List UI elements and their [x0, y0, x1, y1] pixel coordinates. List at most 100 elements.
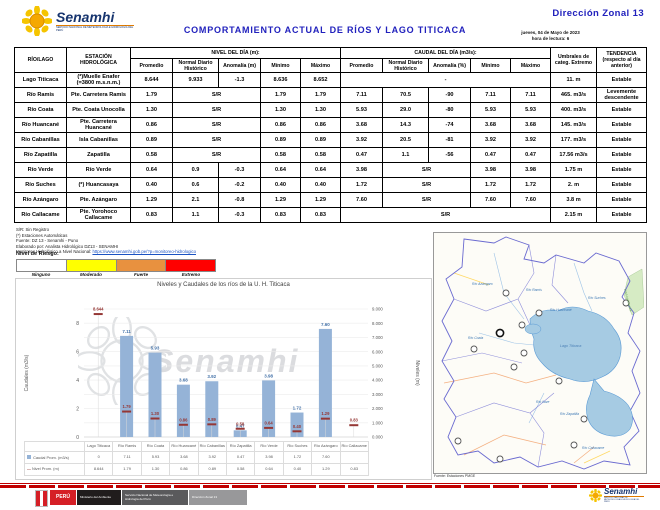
left-axis-tick: 8	[76, 321, 79, 327]
cell-nivel: 9.933	[172, 72, 219, 88]
cell-rio: Lago Titicaca	[14, 72, 67, 88]
right-axis-tick: 0.000	[372, 435, 383, 440]
bar-label: 5.93	[151, 346, 160, 351]
senamhi-logo: Senamhi SERVICIO NACIONAL DE METEOROLOGÍ…	[22, 6, 134, 36]
caudal-row-value: 0	[83, 451, 114, 464]
footnote-line: Elaborado por: Analista Hidrológico DZ13…	[16, 243, 119, 249]
nivel-marker	[178, 423, 188, 426]
bar-chart: 0 2 4 6 8 0.000 1.000 2.000 3.000 4.000 5.000 6.000…	[24, 307, 420, 441]
report-date: jueves, 04 de Mayo de 2023	[521, 30, 580, 35]
map-label: Río Zapatilla	[560, 412, 579, 416]
caudal-row-value	[339, 451, 369, 464]
cell-estacion: Zapatilla	[66, 147, 131, 163]
nivel-label: 0.58	[236, 421, 245, 426]
cell-estacion: Pte. Coata Unocolla	[66, 102, 131, 118]
footnotes: S/R: Sin Registro (*) Estaciones Automáti…	[16, 227, 196, 255]
nivel-marker	[93, 313, 103, 316]
header-tendencia: TENDENCIA (respecto al día anterior)	[596, 47, 648, 73]
cell-nivel: 8.636	[260, 72, 301, 88]
cell-nivel: 1.30	[300, 102, 341, 118]
nivel-row-key: — Nivel Prom. (m)	[24, 463, 85, 476]
risk-name: Ninguno	[31, 272, 51, 277]
caudal-row-key: Caudal Prom. (m3/s)	[24, 451, 85, 464]
subheader-caudal: Promedio	[340, 58, 383, 73]
cell-nivel: 0.58	[300, 147, 341, 163]
table-row: Río Ramis Pte. Carretera Ramis 1.79 S/R 1.79…	[14, 87, 648, 103]
cell-nivel: 0.86	[300, 117, 341, 133]
cell-rio: Río Coata	[14, 102, 67, 118]
cell-caudal: -81	[428, 132, 471, 148]
risk-segment-extremo	[166, 260, 215, 271]
nivel-marker	[235, 427, 245, 430]
map-label: Río Huancané	[550, 308, 572, 312]
map-image: Río Azángaro Río Ramis Río Huancané Río Suc…	[434, 233, 645, 471]
cell-caudal: S/R	[382, 177, 471, 193]
cell-nivel: 1.29	[300, 192, 341, 208]
left-axis-tick: 2	[76, 406, 79, 412]
footer-rule-thin	[0, 483, 660, 484]
cell-caudal: 3.92	[470, 132, 511, 148]
right-axis-tick: 4.000	[372, 378, 383, 383]
subheader-caudal: Máximo	[509, 58, 552, 73]
caudal-row-value: 7.11	[112, 451, 142, 464]
cell-tendencia: Estable	[596, 102, 648, 118]
nivel-row-value: 8.644	[83, 463, 114, 476]
cell-caudal: S/R	[382, 192, 471, 208]
risk-legend-title: Nivel de Riesgo:	[16, 251, 59, 257]
header-nivel-group: NIVEL DEL DÍA (m):	[130, 47, 341, 59]
category-row-key	[24, 441, 85, 452]
cell-caudal: 1.72	[509, 177, 552, 193]
cell-nivel: S/R	[172, 102, 261, 118]
cell-estacion: Pte. Yorohoco Callacame	[66, 207, 131, 223]
right-axis-tick: 5.000	[372, 363, 383, 368]
cell-nivel: 1.30	[260, 102, 301, 118]
footer-block: Dirección Zonal 13	[189, 490, 247, 505]
table-row: Río Azángaro Pte. Azángaro 1.29 2.1 -0.8 1.29…	[14, 192, 648, 208]
table-row: Río Cabanillas Isla Cabanillas 0.89 S/R 0.89…	[14, 132, 648, 148]
cell-caudal: 3.92	[340, 132, 383, 148]
nivel-label: 0.64	[265, 420, 274, 425]
cell-nivel: 1.79	[300, 87, 341, 103]
footer-block: Servicio Nacional de Meteorología e Hidr…	[122, 490, 188, 505]
cell-rio: Río Azángaro	[14, 192, 67, 208]
cell-nivel: -0.2	[218, 177, 261, 193]
cell-caudal: 5.93	[509, 102, 552, 118]
monitoring-url-link[interactable]: https://www.senamhi.gob.pe/?p=monitoreo-…	[92, 249, 196, 254]
cell-caudal: 0.47	[470, 147, 511, 163]
category-row-value: Río Huancané	[169, 441, 199, 452]
nivel-marker	[150, 417, 160, 420]
cell-nivel: -0.8	[218, 192, 261, 208]
table-row: Río Coata Pte. Coata Unocolla 1.30 S/R 1.30 1…	[14, 102, 648, 118]
cell-caudal: 3.98	[340, 162, 383, 178]
footnote-line: S/R: Sin Registro	[16, 227, 49, 232]
cell-caudal: 1.72	[340, 177, 383, 193]
footer-senamhi-name: Senamhi	[604, 487, 638, 496]
reading-hour: hora de lectura: 6	[531, 36, 570, 41]
cell-rio: Río Ramis	[14, 87, 67, 103]
logo-name: Senamhi	[56, 9, 115, 25]
cell-nivel: 0.58	[130, 147, 173, 163]
cell-caudal: 1.1	[382, 147, 429, 163]
bar-label: 3.92	[207, 374, 216, 379]
cell-umbral: 2. m	[550, 177, 598, 193]
cell-rio: Río Cabanillas	[14, 132, 67, 148]
subheader-caudal: Anomalía (%)	[428, 58, 471, 73]
map-label: Río Callacame	[582, 446, 604, 450]
right-axis-tick: 8.000	[372, 321, 383, 326]
cell-caudal: 7.60	[470, 192, 511, 208]
cell-caudal: 0.47	[340, 147, 383, 163]
caudal-row-value: 1.72	[282, 451, 313, 464]
nivel-marker	[264, 426, 274, 429]
cell-caudal: -	[339, 72, 552, 88]
peru-coat-of-arms	[35, 490, 48, 507]
cell-estacion: Pte. Azángaro	[66, 192, 131, 208]
nivel-marker	[122, 410, 132, 413]
category-row-value: Río Cabanillas	[197, 441, 227, 452]
selected-station-marker	[495, 328, 505, 338]
nivel-row-value: 0.83	[339, 463, 369, 476]
header-estacion: ESTACIÓN HIDROLÓGICA	[66, 47, 131, 73]
risk-level-names: Ninguno Moderado Fuerte Extremo	[16, 272, 216, 277]
map-caption: Fuente: Estaciones PMGE	[434, 474, 476, 478]
subheader-caudal: Mínimo	[470, 58, 511, 73]
right-axis-tick: 7.000	[372, 335, 383, 340]
